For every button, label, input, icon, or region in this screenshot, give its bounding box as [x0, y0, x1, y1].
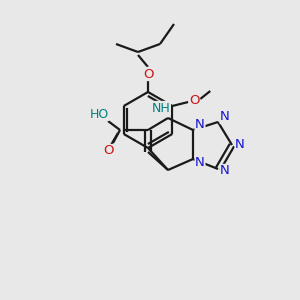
Text: O: O [143, 68, 153, 80]
Text: N: N [220, 110, 230, 124]
Text: O: O [189, 94, 200, 107]
Text: O: O [104, 145, 114, 158]
Text: N: N [235, 139, 245, 152]
Text: N: N [195, 118, 205, 131]
Text: N: N [195, 155, 205, 169]
Text: HO: HO [89, 107, 109, 121]
Text: NH: NH [152, 101, 170, 115]
Text: N: N [220, 164, 230, 178]
